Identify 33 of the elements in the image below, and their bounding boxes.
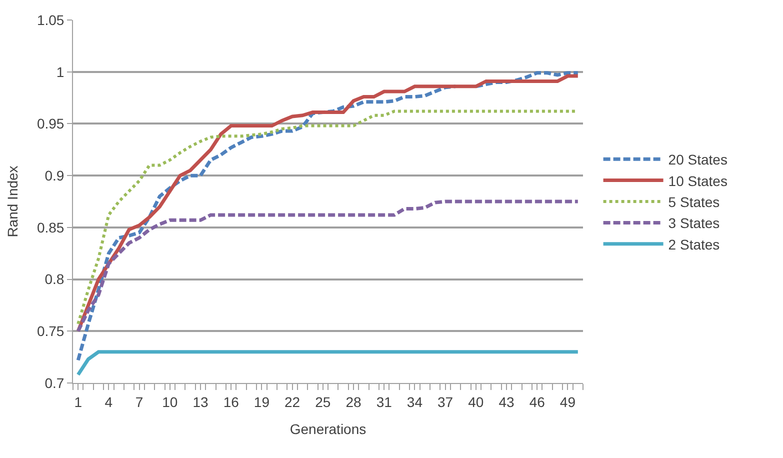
legend-label: 20 States [668,152,728,168]
y-tick-label: 1 [56,64,64,80]
x-tick-label: 37 [438,394,454,410]
x-axis-title: Generations [290,421,366,438]
x-tick-label: 22 [284,394,300,410]
y-tick-label: 0.8 [44,271,64,288]
y-tick-label: 1.05 [36,12,64,28]
x-tick-label: 28 [346,394,362,410]
y-tick-label: 0.85 [36,219,64,236]
legend-label: 5 States [668,194,720,210]
x-tick-label: 25 [315,394,331,410]
x-tick-label: 16 [223,394,240,410]
line-series [76,200,580,333]
legend-label: 10 States [668,172,728,189]
x-tick-label: 43 [498,394,514,410]
y-tick-label: 0.75 [36,323,64,340]
x-tick-label: 19 [254,394,270,410]
x-tick-label: 7 [135,394,144,410]
y-tick-label: 0.9 [44,167,64,184]
x-tick-label: 1 [74,394,82,410]
y-tick-label: 0.95 [36,116,64,132]
x-tick-label: 4 [104,394,113,410]
x-tick-label: 40 [468,394,484,410]
x-tick-label: 34 [406,394,423,410]
x-tick-label: 49 [560,394,576,410]
legend-label: 2 States [668,236,720,252]
x-tick-label: 10 [162,394,178,410]
x-tick-label: 13 [192,394,208,410]
legend-label: 3 States [668,215,720,232]
x-tick-label: 31 [376,394,392,410]
y-axis-title: Rand Index [4,166,21,238]
y-tick-label: 0.7 [44,374,64,391]
x-tick-label: 46 [529,394,546,410]
